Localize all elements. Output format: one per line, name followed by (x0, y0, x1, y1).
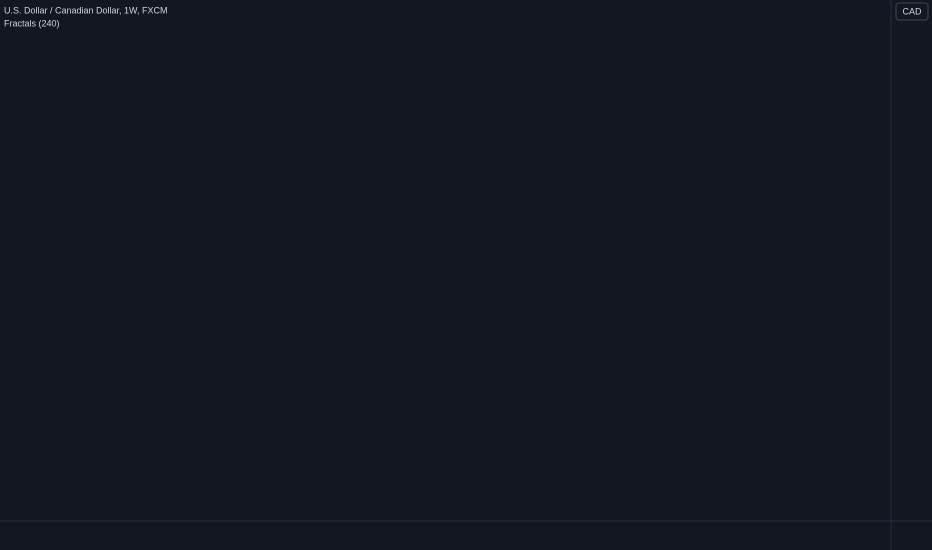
chart-title: U.S. Dollar / Canadian Dollar, 1W, FXCM (4, 5, 168, 15)
currency-button[interactable] (895, 2, 929, 21)
currency-label[interactable]: CAD (902, 6, 922, 16)
indicator-label: Fractals (240) (4, 18, 60, 28)
